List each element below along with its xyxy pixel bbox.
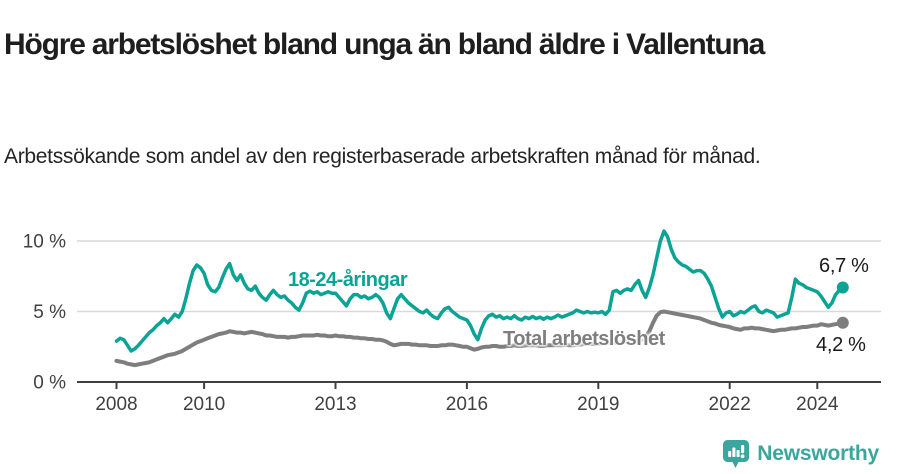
- y-tick-label: 5 %: [33, 302, 66, 323]
- end-value-total: 4,2 %: [816, 334, 866, 356]
- x-tick-label: 2013: [314, 394, 356, 415]
- chart-subtitle: Arbetssökande som andel av den registerb…: [4, 145, 761, 168]
- x-tick-label: 2010: [183, 394, 225, 415]
- chart-title: Högre arbetslöshet bland unga än bland ä…: [4, 28, 765, 62]
- y-tick-label: 10 %: [23, 232, 66, 253]
- series-label-youth: 18-24-åringar: [288, 269, 408, 291]
- newsworthy-wordmark: Newsworthy: [757, 442, 879, 465]
- series-line-total: [114, 309, 845, 368]
- x-tick-label: 2008: [95, 394, 137, 415]
- y-tick-label: 0 %: [33, 373, 66, 394]
- newsworthy-logo[interactable]: Newsworthy: [722, 439, 879, 469]
- series-line-youth: [114, 229, 845, 353]
- newsworthy-icon: [723, 440, 750, 468]
- end-value-youth: 6,7 %: [819, 255, 869, 277]
- x-tick-label: 2016: [446, 394, 488, 415]
- x-tick-label: 2019: [577, 394, 619, 415]
- series-label-total: Total arbetslöshet: [503, 328, 665, 350]
- series-end-dot-total: [836, 316, 849, 329]
- x-tick-label: 2022: [709, 394, 751, 415]
- x-tick-label: 2024: [796, 394, 839, 415]
- series-end-dot-youth: [836, 281, 849, 294]
